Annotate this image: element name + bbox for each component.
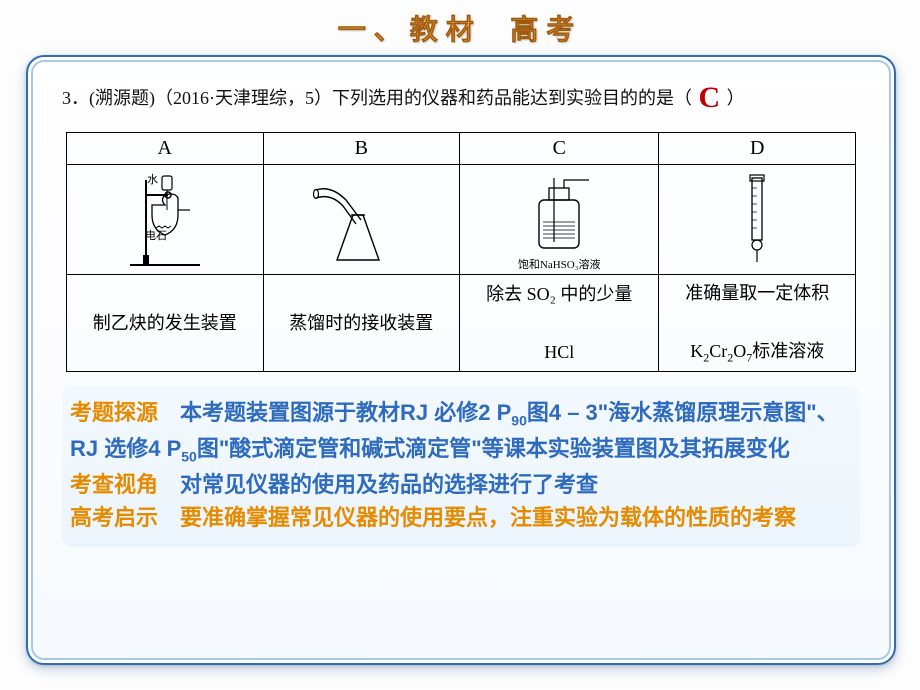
desc-a: 制乙炔的发生装置	[67, 275, 264, 372]
title-word-2: 高考	[510, 8, 582, 48]
desc-c-line2: HCl	[544, 342, 574, 362]
desc-c: 除去 SO₂ 中的少量 HCl	[460, 275, 659, 372]
apparatus-c: 饱和NaHSO₃溶液	[460, 165, 659, 275]
main-card: 3．(溯源题)（2016·天津理综，5）下列选用的仪器和药品能达到实验目的的是（…	[26, 55, 896, 665]
analysis-sub1: 90	[511, 413, 527, 429]
analysis-h1: 考题探源	[70, 400, 158, 425]
header-c: C	[460, 133, 659, 165]
analysis-b2: 对常见仪器的使用及药品的选择进行了考查	[158, 472, 598, 497]
table-desc-row: 制乙炔的发生装置 蒸馏时的接收装置 除去 SO₂ 中的少量 HCl 准确量取一定…	[67, 275, 856, 372]
caption-water: 水	[147, 171, 158, 187]
analysis-h2: 考查视角	[70, 472, 158, 497]
analysis-sub2: 50	[181, 448, 197, 464]
desc-c-line1: 除去 SO₂ 中的少量	[486, 284, 632, 304]
question-text: 3．(溯源题)（2016·天津理综，5）下列选用的仪器和药品能达到实验目的的是（…	[62, 75, 860, 120]
d-cr: Cr	[709, 341, 727, 361]
analysis-box: 考题探源 本考题装置图源于教材RJ 必修2 P90图4 – 3"海水蒸馏原理示意…	[62, 386, 860, 546]
options-table: A B C D	[66, 132, 856, 372]
slide: 一、教材 高考 3．(溯源题)（2016·天津理综，5）下列选用的仪器和药品能达…	[0, 0, 920, 690]
desc-d: 准确量取一定体积 K2Cr2O7标准溶液	[659, 275, 856, 372]
d-k: K	[690, 341, 703, 361]
title-word-1: 一、教材	[338, 8, 482, 48]
caption-stone: 电石	[145, 227, 167, 243]
analysis-b1c: 图"酸式滴定管和碱式滴定管"等课本实验装置图及其拓展变化	[197, 436, 790, 461]
d-suf: 标准溶液	[752, 341, 824, 361]
analysis-h3: 高考启示	[70, 505, 158, 530]
desc-b: 蒸馏时的接收装置	[263, 275, 460, 372]
caption-bottle: 饱和NaHSO₃溶液	[460, 256, 658, 272]
header-b: B	[263, 133, 460, 165]
apparatus-d	[659, 165, 856, 275]
analysis-b3: 要准确掌握常见仪器的使用要点，注重实验为载体的性质的考察	[158, 505, 796, 530]
d-o: O	[733, 341, 746, 361]
header-a: A	[67, 133, 264, 165]
question-suffix: ）	[727, 88, 745, 108]
table-image-row: 水 电石	[67, 165, 856, 275]
apparatus-a: 水 电石	[67, 165, 264, 275]
question-prefix: 3．(溯源题)（2016·天津理综，5）下列选用的仪器和药品能达到实验目的的是（	[62, 88, 692, 108]
apparatus-b	[263, 165, 460, 275]
header-d: D	[659, 133, 856, 165]
desc-d-line1: 准确量取一定体积	[685, 283, 829, 303]
question-answer: C	[698, 81, 720, 114]
title-bar: 一、教材 高考	[0, 8, 920, 48]
table-header-row: A B C D	[67, 133, 856, 165]
analysis-b1a: 本考题装置图源于教材RJ 必修2 P	[158, 400, 511, 425]
